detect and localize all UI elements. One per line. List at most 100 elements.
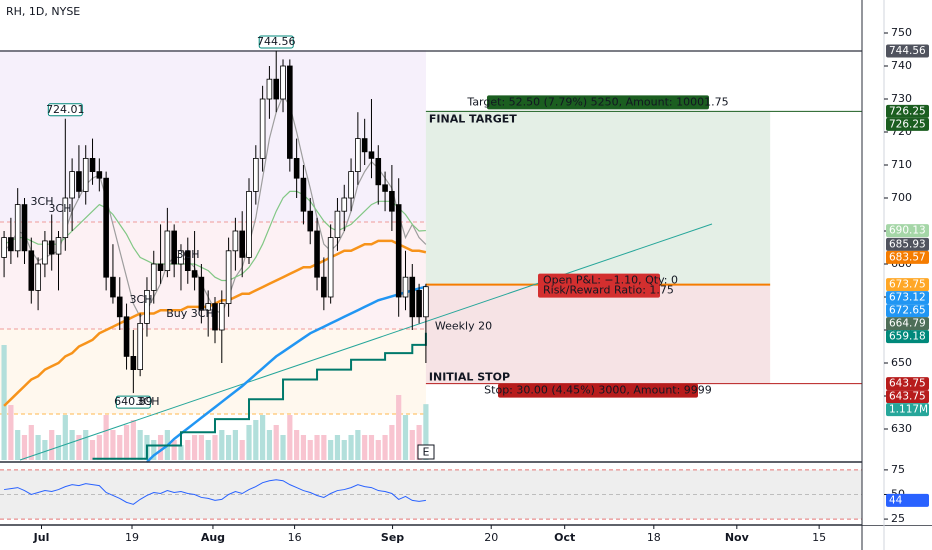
candle-body <box>48 240 55 255</box>
candle-body <box>348 171 354 199</box>
signal-label: 3CH <box>31 195 54 208</box>
price-label: 726.25 <box>889 118 926 130</box>
x-tick-label: 19 <box>125 531 139 544</box>
candle-body <box>35 263 41 291</box>
candle-body <box>375 157 382 186</box>
volume-bar <box>355 430 361 460</box>
candle-body <box>110 276 116 298</box>
rsi-value: 44 <box>889 494 903 506</box>
candle-body <box>395 204 402 298</box>
candle-body <box>8 237 14 252</box>
volume-bar <box>246 425 252 460</box>
candle-body <box>273 78 280 100</box>
price-label: 643.75 <box>889 378 926 390</box>
candle-body <box>62 197 69 238</box>
candle-body <box>300 177 307 212</box>
y-tick-label: 700 <box>891 191 912 204</box>
x-tick-label: Oct <box>554 531 575 544</box>
price-tag-box <box>115 395 151 409</box>
price-label: 726.25 <box>889 105 926 117</box>
candle-body <box>198 276 205 311</box>
candle-body <box>205 303 211 311</box>
candle-body <box>246 190 252 258</box>
price-label: 685.93 <box>889 238 926 250</box>
price-tag-box <box>258 35 294 49</box>
candle-body <box>321 276 327 298</box>
price-label-box <box>886 224 929 238</box>
candle-body <box>341 197 348 212</box>
candle-body <box>327 237 334 298</box>
volume-bar <box>191 435 198 460</box>
volume-bar <box>21 435 28 460</box>
volume-bar <box>341 440 347 460</box>
price-label: 683.57 <box>889 251 926 263</box>
zone-lower <box>0 329 426 414</box>
candle-body <box>368 151 375 159</box>
y-tick-label: 650 <box>891 356 912 369</box>
rsi-tick-label: 75 <box>891 463 905 476</box>
candle-body <box>116 296 123 318</box>
zone-upper <box>0 50 426 222</box>
candle-body <box>361 138 368 153</box>
stop-text-box <box>498 383 698 398</box>
volume-bar <box>423 404 429 460</box>
earnings-badge-box <box>417 444 435 460</box>
volume-bar <box>314 435 320 460</box>
x-tick-label: 18 <box>647 531 661 544</box>
volume-layer <box>1 345 429 460</box>
signal-label: Buy 3CH <box>166 307 213 320</box>
volume-bar <box>362 435 368 460</box>
price-label-box <box>886 377 929 391</box>
candle-body <box>334 210 341 238</box>
candle-body <box>14 204 21 252</box>
candle-body <box>130 355 137 370</box>
price-label: 672.65 <box>889 305 926 317</box>
x-tick-label: Aug <box>201 531 225 544</box>
volume-bar <box>103 415 109 460</box>
trend-line <box>19 223 713 461</box>
volume-bar <box>294 430 300 460</box>
volume-bar <box>171 440 177 460</box>
candle-body <box>21 204 28 252</box>
volume-bar <box>123 425 130 460</box>
signal-label: 3CH <box>137 395 160 408</box>
volume-bar <box>368 435 375 460</box>
x-tick-label: 15 <box>812 531 826 544</box>
volume-bar <box>348 435 354 460</box>
candle-body <box>402 276 409 298</box>
volume-bar <box>49 430 55 460</box>
volume-label-box <box>886 403 929 417</box>
candle-body <box>314 230 320 278</box>
indicator-label: Weekly 20 <box>435 320 492 333</box>
indicator-layer: Weekly 20 <box>3 94 492 463</box>
price-label-box <box>886 291 929 305</box>
volume-bar <box>225 435 232 460</box>
candle-body <box>389 190 395 212</box>
symbol-header: RH, 1D, NYSE <box>6 5 80 18</box>
volume-bar <box>239 440 245 460</box>
volume-bar <box>287 415 293 460</box>
y-tick-label: 750 <box>891 26 912 39</box>
volume-bar <box>328 440 334 460</box>
price-label-box <box>886 44 929 58</box>
volume-bar <box>137 430 143 460</box>
volume-bar <box>212 435 218 460</box>
candle-body <box>96 171 103 179</box>
rsi-layer <box>0 469 862 520</box>
candle-body <box>355 138 361 173</box>
candle-body <box>144 289 150 324</box>
y-tick-label: 740 <box>891 59 912 72</box>
indicator-line <box>3 190 426 282</box>
volume-bar <box>15 430 21 460</box>
price-label: 664.79 <box>889 318 926 330</box>
candle-body <box>212 303 218 331</box>
target-text-box <box>487 95 709 110</box>
volume-bar <box>62 415 68 460</box>
price-label-box <box>886 330 929 344</box>
volume-bar <box>83 430 89 460</box>
pnl-text: Open P&L: −1.10, Qty: 0 <box>543 274 678 287</box>
target-text: Target: 52.50 (7.79%) 5250, Amount: 1000… <box>466 95 728 108</box>
rsi-tick-label: 25 <box>891 512 905 525</box>
stop-zone <box>425 284 771 384</box>
signal-label: 3CH <box>177 248 200 261</box>
